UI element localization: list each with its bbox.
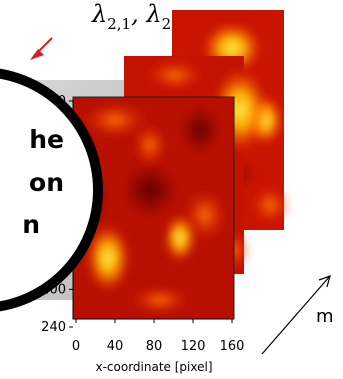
x-tick-label: 0 — [72, 339, 80, 354]
x-tick-label: 80 — [146, 339, 163, 354]
stack-label-m: m — [316, 306, 334, 327]
magnifier-circle: he on n — [0, 68, 103, 312]
lambda-symbol-2: λ — [145, 0, 161, 28]
stack-arrow: m — [261, 275, 334, 355]
circle-text-line-2: on — [29, 168, 64, 197]
x-tick-label: 160 — [220, 339, 245, 354]
lambda-symbol-1: λ — [91, 0, 107, 28]
x-tick-label: 40 — [107, 339, 124, 354]
red-arrow — [30, 37, 53, 60]
lambda-label: λ2,1, λ2 — [91, 0, 171, 33]
lambda-separator: , — [131, 0, 146, 28]
lambda-subscript-2: 2 — [162, 15, 172, 33]
circle-text-line-3: n — [22, 210, 40, 239]
x-axis: 0 40 80 120 160 x-coordinate [pixel] — [72, 318, 245, 374]
lambda-subscript-1: 2,1 — [107, 15, 131, 33]
svg-text:λ2,1, λ2: λ2,1, λ2 — [91, 0, 171, 33]
y-tick-label: 240 — [41, 320, 66, 335]
x-axis-label: x-coordinate [pixel] — [95, 360, 212, 374]
x-tick-label: 120 — [181, 339, 206, 354]
circle-text-line-1: he — [29, 125, 64, 154]
